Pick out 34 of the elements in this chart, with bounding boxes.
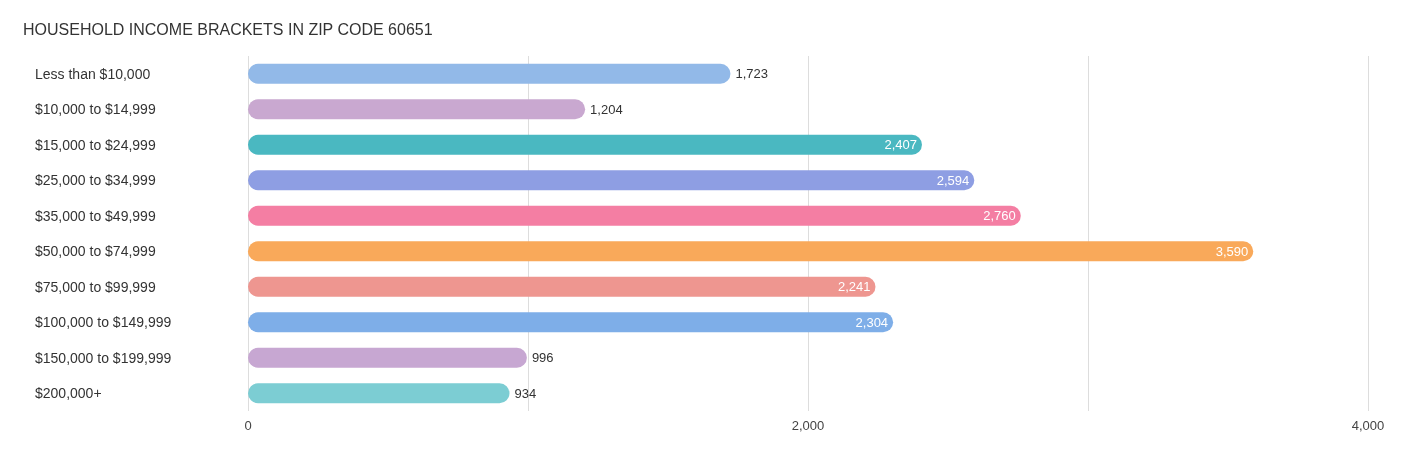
x-tick-label: 4,000 — [1351, 418, 1385, 433]
y-tick-label: $15,000 to $24,999 — [35, 136, 156, 153]
data-label: 2,760 — [983, 208, 1016, 224]
y-tick-label: $35,000 to $49,999 — [35, 207, 156, 224]
data-label: 1,723 — [735, 66, 768, 82]
bar — [248, 276, 876, 297]
bar — [248, 99, 586, 120]
y-tick-label: $10,000 to $14,999 — [35, 101, 156, 118]
data-label: 1,204 — [590, 101, 623, 117]
x-tick-label: 2,000 — [791, 418, 825, 433]
data-label: 996 — [531, 350, 554, 366]
y-tick-label: Less than $10,000 — [35, 65, 151, 82]
bar — [248, 241, 1254, 262]
data-label: 2,241 — [837, 279, 871, 295]
bar — [248, 170, 975, 191]
y-tick-label: $150,000 to $199,999 — [35, 349, 172, 366]
data-label: 2,594 — [936, 172, 970, 188]
y-tick-label: $50,000 to $74,999 — [35, 243, 156, 260]
y-tick-label: $200,000+ — [35, 385, 102, 402]
bar — [248, 134, 922, 155]
y-tick-label: $25,000 to $34,999 — [35, 172, 156, 189]
x-tick-label: 0 — [244, 418, 252, 433]
data-label: 2,304 — [855, 314, 889, 330]
bar — [248, 347, 527, 368]
bar — [248, 312, 894, 333]
y-tick-label: $75,000 to $99,999 — [35, 278, 156, 295]
y-tick-label: $100,000 to $149,999 — [35, 314, 172, 331]
data-label: 2,407 — [884, 137, 917, 153]
data-label: 934 — [514, 385, 537, 401]
bar — [248, 205, 1021, 226]
bar — [248, 63, 731, 84]
data-label: 3,590 — [1215, 243, 1249, 259]
chart-title: HOUSEHOLD INCOME BRACKETS IN ZIP CODE 60651 — [23, 20, 433, 38]
bar — [248, 383, 510, 404]
